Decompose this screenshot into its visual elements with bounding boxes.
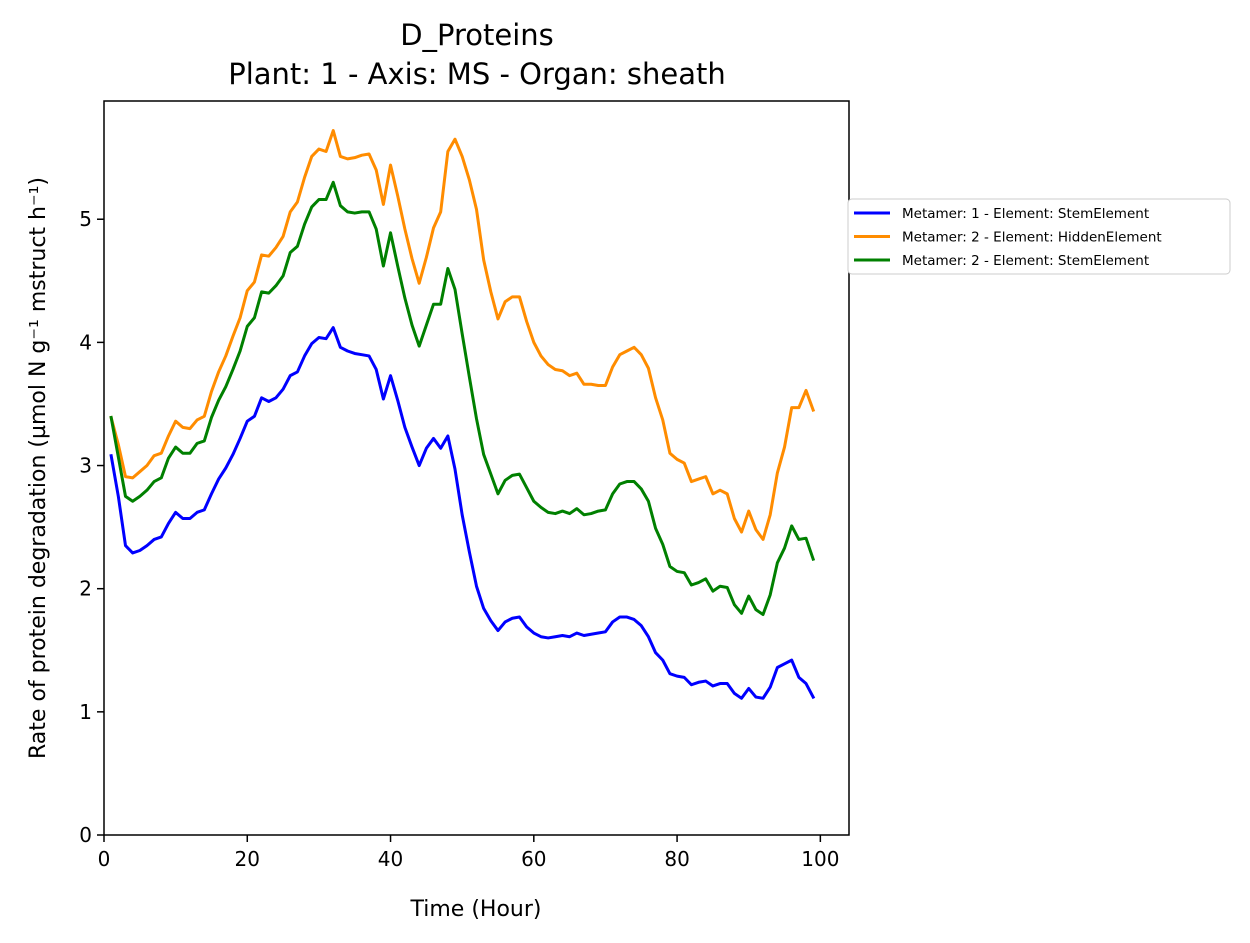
y-tick-label: 4 bbox=[79, 330, 92, 354]
y-axis-label: Rate of protein degradation (µmol N g⁻¹ … bbox=[26, 177, 51, 759]
series-line-3 bbox=[109, 180, 816, 617]
series-line-1 bbox=[109, 326, 816, 700]
y-tick-label: 0 bbox=[79, 823, 92, 847]
y-tick-label: 3 bbox=[79, 454, 92, 478]
x-tick-label: 40 bbox=[378, 847, 403, 871]
x-tick-label: 0 bbox=[98, 847, 111, 871]
x-axis: 0 20 40 60 80 100 bbox=[98, 835, 839, 871]
legend-label-2: Metamer: 2 - Element: HiddenElement bbox=[902, 230, 1162, 246]
chart-subtitle: Plant: 1 - Axis: MS - Organ: sheath bbox=[228, 57, 726, 91]
y-tick-label: 1 bbox=[79, 700, 92, 724]
legend-label-1: Metamer: 1 - Element: StemElement bbox=[902, 206, 1149, 222]
x-tick-label: 20 bbox=[235, 847, 260, 871]
chart-title: D_Proteins bbox=[400, 18, 554, 52]
legend: Metamer: 1 - Element: StemElement Metamer… bbox=[847, 198, 1231, 275]
legend-label-3: Metamer: 2 - Element: StemElement bbox=[902, 253, 1149, 269]
x-tick-label: 80 bbox=[664, 847, 689, 871]
y-tick-label: 5 bbox=[79, 207, 92, 231]
series-layer bbox=[109, 129, 816, 700]
plot-frame bbox=[103, 100, 850, 836]
series-line-2 bbox=[109, 129, 816, 541]
y-tick-label: 2 bbox=[79, 577, 92, 601]
x-tick-label: 60 bbox=[521, 847, 546, 871]
x-tick-label: 100 bbox=[801, 847, 839, 871]
legend-frame bbox=[847, 198, 1231, 275]
x-axis-label: Time (Hour) bbox=[410, 897, 542, 922]
y-axis: 0 1 2 3 4 5 bbox=[79, 207, 104, 847]
legend-items: Metamer: 1 - Element: StemElement Metamer… bbox=[854, 206, 1162, 269]
plot-area bbox=[103, 100, 850, 836]
